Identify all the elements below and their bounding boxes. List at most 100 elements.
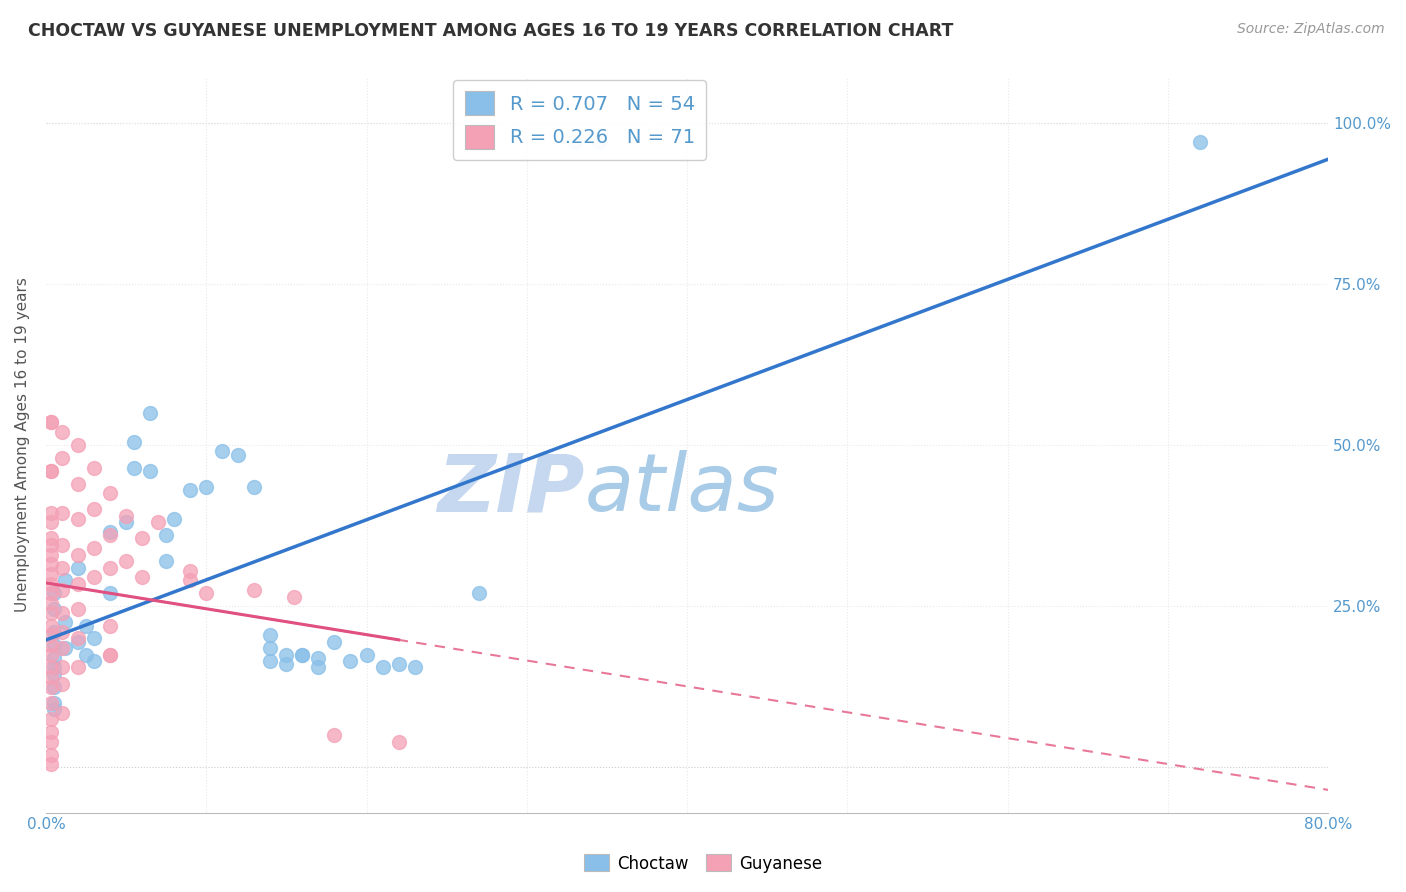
- Point: [51, 706, 73, 720]
- Point: [98, 524, 121, 539]
- Point: [339, 654, 361, 668]
- Point: [75, 648, 97, 662]
- Point: [42, 586, 65, 600]
- Point: [155, 528, 177, 542]
- Point: [283, 590, 305, 604]
- Point: [276, 648, 298, 662]
- Point: [259, 628, 281, 642]
- Point: [122, 460, 145, 475]
- Y-axis label: Unemployment Among Ages 16 to 19 years: Unemployment Among Ages 16 to 19 years: [15, 277, 30, 613]
- Point: [39, 416, 62, 430]
- Point: [146, 516, 169, 530]
- Point: [115, 554, 138, 568]
- Point: [51, 660, 73, 674]
- Point: [98, 528, 121, 542]
- Point: [387, 657, 409, 672]
- Point: [98, 560, 121, 574]
- Point: [98, 618, 121, 632]
- Point: [51, 560, 73, 574]
- Point: [243, 480, 266, 494]
- Point: [323, 728, 346, 742]
- Point: [39, 648, 62, 662]
- Point: [356, 648, 378, 662]
- Point: [66, 560, 89, 574]
- Point: [39, 757, 62, 772]
- Point: [42, 702, 65, 716]
- Point: [51, 606, 73, 620]
- Point: [179, 483, 201, 497]
- Point: [39, 696, 62, 710]
- Point: [42, 625, 65, 640]
- Point: [83, 654, 105, 668]
- Text: ZIP: ZIP: [437, 450, 585, 528]
- Point: [83, 460, 105, 475]
- Point: [291, 648, 314, 662]
- Point: [42, 650, 65, 665]
- Point: [39, 606, 62, 620]
- Text: Source: ZipAtlas.com: Source: ZipAtlas.com: [1237, 22, 1385, 37]
- Point: [115, 508, 138, 523]
- Point: [211, 444, 233, 458]
- Point: [39, 670, 62, 684]
- Point: [98, 586, 121, 600]
- Point: [195, 480, 218, 494]
- Point: [66, 632, 89, 646]
- Point: [163, 512, 186, 526]
- Legend: R = 0.707   N = 54, R = 0.226   N = 71: R = 0.707 N = 54, R = 0.226 N = 71: [453, 79, 706, 161]
- Point: [39, 558, 62, 572]
- Point: [387, 734, 409, 748]
- Point: [195, 586, 218, 600]
- Point: [66, 438, 89, 452]
- Point: [39, 576, 62, 591]
- Point: [226, 448, 249, 462]
- Point: [39, 660, 62, 674]
- Point: [53, 641, 76, 656]
- Point: [51, 450, 73, 465]
- Point: [39, 586, 62, 600]
- Point: [131, 570, 153, 584]
- Point: [66, 476, 89, 491]
- Point: [39, 464, 62, 478]
- Point: [39, 628, 62, 642]
- Point: [39, 638, 62, 652]
- Point: [39, 712, 62, 726]
- Point: [42, 666, 65, 681]
- Point: [39, 548, 62, 562]
- Point: [139, 406, 162, 420]
- Point: [98, 648, 121, 662]
- Point: [39, 566, 62, 581]
- Point: [39, 506, 62, 520]
- Point: [42, 638, 65, 652]
- Point: [66, 634, 89, 648]
- Point: [66, 576, 89, 591]
- Point: [83, 570, 105, 584]
- Point: [83, 541, 105, 556]
- Text: atlas: atlas: [585, 450, 779, 528]
- Point: [39, 464, 62, 478]
- Point: [51, 641, 73, 656]
- Point: [291, 648, 314, 662]
- Point: [243, 583, 266, 598]
- Point: [467, 586, 489, 600]
- Point: [66, 512, 89, 526]
- Point: [371, 660, 394, 674]
- Point: [98, 648, 121, 662]
- Point: [66, 602, 89, 616]
- Point: [39, 596, 62, 610]
- Point: [307, 650, 329, 665]
- Point: [39, 516, 62, 530]
- Point: [42, 696, 65, 710]
- Point: [39, 725, 62, 739]
- Point: [179, 574, 201, 588]
- Legend: Choctaw, Guyanese: Choctaw, Guyanese: [578, 847, 828, 880]
- Point: [51, 506, 73, 520]
- Point: [83, 502, 105, 516]
- Point: [259, 654, 281, 668]
- Point: [276, 657, 298, 672]
- Point: [42, 660, 65, 674]
- Point: [39, 532, 62, 546]
- Point: [39, 618, 62, 632]
- Point: [51, 676, 73, 690]
- Point: [83, 632, 105, 646]
- Point: [564, 135, 586, 149]
